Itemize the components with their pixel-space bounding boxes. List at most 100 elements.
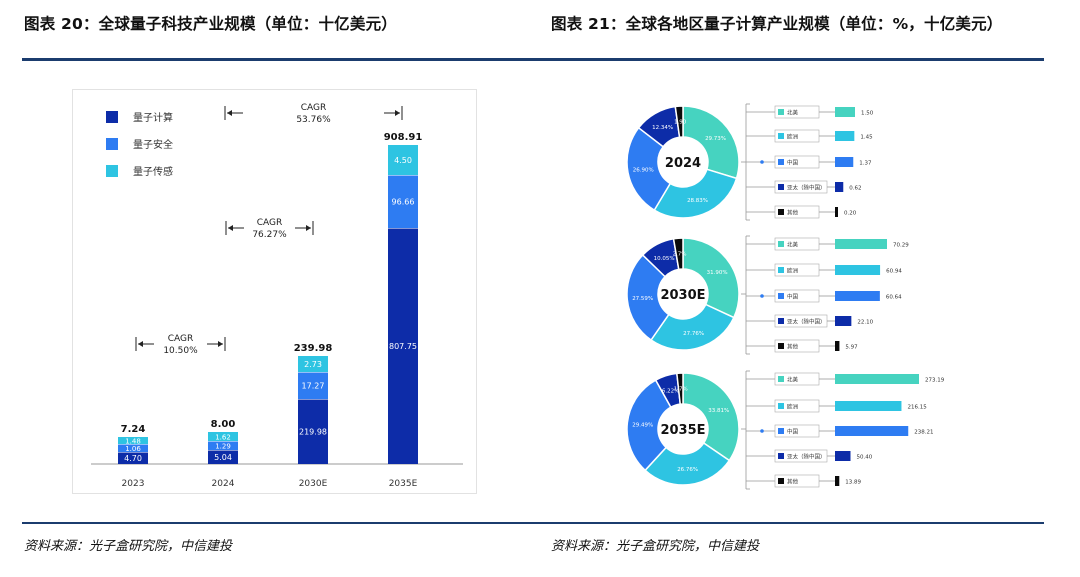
bar-segment-2023-0 bbox=[118, 452, 148, 464]
value-bar-2024-3 bbox=[835, 182, 844, 192]
cagr-arrowhead-right-2 bbox=[395, 110, 400, 116]
region-swatch-2035E-0 bbox=[778, 376, 784, 382]
cagr-value-1: 76.27% bbox=[252, 230, 287, 240]
value-label-2030E-0: 70.29 bbox=[893, 243, 909, 249]
donut-slice-label-2024-4: 1.90 bbox=[674, 120, 687, 126]
donut-slice-label-2035E-3: 6.22% bbox=[662, 388, 679, 394]
value-bar-2035E-4 bbox=[835, 476, 840, 486]
value-bar-2024-0 bbox=[835, 107, 855, 117]
bar-value-label-2024-0: 5.04 bbox=[214, 453, 232, 462]
legend-label-0: 量子计算 bbox=[133, 111, 173, 124]
value-bar-2030E-0 bbox=[835, 239, 887, 249]
cagr-label-2: CAGR bbox=[301, 103, 327, 113]
region-name-2024-3: 亚太（除中国） bbox=[787, 184, 826, 192]
bar-value-label-2023-1: 1.06 bbox=[125, 445, 141, 453]
cagr-label-1: CAGR bbox=[257, 218, 283, 228]
legend-swatch-0 bbox=[106, 111, 118, 123]
legend-label-2: 量子传感 bbox=[133, 165, 173, 178]
cagr-arrowhead-right-1 bbox=[306, 225, 311, 231]
x-tick-label-2030E: 2030E bbox=[299, 479, 328, 489]
donut-slice-2024-2 bbox=[626, 126, 672, 212]
region-name-2030E-1: 欧洲 bbox=[787, 267, 799, 275]
bar-value-label-2024-2: 1.62 bbox=[215, 434, 231, 442]
donut-slice-label-2030E-3: 10.05% bbox=[654, 256, 675, 262]
x-tick-label-2024: 2024 bbox=[212, 479, 235, 489]
value-bar-2024-1 bbox=[835, 131, 855, 141]
value-label-2035E-2: 238.21 bbox=[914, 430, 933, 436]
bar-total-2024: 8.00 bbox=[211, 419, 236, 430]
region-name-2024-1: 欧洲 bbox=[787, 133, 799, 141]
value-label-2024-1: 1.45 bbox=[860, 135, 873, 141]
donut-slice-2035E-4 bbox=[676, 372, 684, 405]
donut-slice-label-2030E-2: 27.59% bbox=[632, 296, 653, 302]
value-label-2035E-3: 50.40 bbox=[856, 455, 872, 461]
region-swatch-2024-3 bbox=[778, 184, 784, 190]
value-label-2030E-3: 22.10 bbox=[857, 320, 873, 326]
row-marker-2024-2 bbox=[760, 160, 764, 164]
region-name-2024-4: 其他 bbox=[787, 209, 799, 217]
x-tick-label-2035E: 2035E bbox=[389, 479, 418, 489]
figure-21-title: 图表 21：全球各地区量子计算产业规模（单位：%，十亿美元） bbox=[551, 15, 1003, 33]
region-swatch-2030E-2 bbox=[778, 293, 784, 299]
legend-swatch-2 bbox=[106, 165, 118, 177]
value-bar-2024-4 bbox=[835, 207, 838, 217]
bar-value-label-2023-2: 1.48 bbox=[125, 438, 141, 446]
donut-slice-label-2024-0: 29.73% bbox=[705, 136, 726, 142]
donut-slice-2035E-1 bbox=[644, 442, 731, 486]
region-swatch-2035E-3 bbox=[778, 453, 784, 459]
bar-chart-panel: 量子计算 量子安全 量子传感 4.70 1.06 1.48 7.24 2023 5.04 1.29… bbox=[72, 89, 477, 494]
bar-segment-2023-2 bbox=[118, 437, 148, 444]
value-label-2024-0: 1.50 bbox=[861, 111, 874, 117]
bar-segment-2023-1 bbox=[118, 444, 148, 452]
cagr-value-0: 10.50% bbox=[163, 346, 198, 356]
value-bar-2035E-3 bbox=[835, 451, 851, 461]
value-label-2024-4: 0.20 bbox=[844, 211, 857, 217]
value-label-2035E-1: 216.15 bbox=[907, 405, 927, 411]
region-swatch-2024-4 bbox=[778, 209, 784, 215]
bar-segment-2035E-1 bbox=[388, 175, 418, 228]
cagr-arrowhead-left-2 bbox=[227, 110, 232, 116]
value-bar-2030E-4 bbox=[835, 341, 840, 351]
value-bar-2030E-2 bbox=[835, 291, 880, 301]
donut-slice-label-2024-2: 26.90% bbox=[633, 168, 654, 174]
donut-slice-2030E-1 bbox=[650, 303, 735, 351]
region-swatch-2024-1 bbox=[778, 133, 784, 139]
region-name-2035E-0: 北美 bbox=[787, 376, 799, 384]
region-swatch-2030E-0 bbox=[778, 241, 784, 247]
source-left: 资料来源：光子盒研究院，中信建投 bbox=[24, 539, 233, 554]
bar-value-label-2030E-2: 2.73 bbox=[304, 360, 322, 369]
bar-segment-2030E-0 bbox=[298, 399, 328, 464]
bar-total-2030E: 239.98 bbox=[294, 343, 333, 354]
value-label-2030E-1: 60.94 bbox=[886, 269, 902, 275]
donut-slice-label-2030E-0: 31.90% bbox=[707, 270, 728, 276]
donut-slice-2030E-0 bbox=[682, 237, 740, 319]
donut-slice-2035E-2 bbox=[626, 379, 672, 472]
value-bar-2024-2 bbox=[835, 157, 854, 167]
value-label-2024-2: 1.37 bbox=[859, 161, 872, 167]
region-name-2030E-2: 中国 bbox=[787, 293, 799, 301]
value-bar-2035E-2 bbox=[835, 426, 909, 436]
region-name-2035E-2: 中国 bbox=[787, 428, 799, 436]
region-name-2030E-0: 北美 bbox=[787, 241, 799, 249]
bar-total-2023: 7.24 bbox=[121, 424, 146, 435]
row-marker-2035E-2 bbox=[760, 429, 764, 433]
bar-segment-2024-1 bbox=[208, 441, 238, 450]
region-swatch-2024-0 bbox=[778, 109, 784, 115]
cagr-label-0: CAGR bbox=[168, 334, 194, 344]
bar-value-label-2024-1: 1.29 bbox=[215, 443, 231, 451]
donut-center-year-2030E: 2030E bbox=[660, 288, 705, 303]
value-label-2030E-2: 60.64 bbox=[886, 295, 902, 301]
donut-slice-label-2035E-1: 26.76% bbox=[677, 467, 698, 473]
region-name-2035E-4: 其他 bbox=[787, 478, 799, 486]
bar-value-label-2030E-1: 17.27 bbox=[302, 382, 325, 391]
bar-value-label-2030E-0: 219.98 bbox=[299, 428, 327, 437]
bottom-rule bbox=[22, 522, 1044, 524]
donut-slice-label-2030E-4: 2.7% bbox=[673, 252, 687, 258]
region-swatch-2024-2 bbox=[778, 159, 784, 165]
region-swatch-2035E-1 bbox=[778, 403, 784, 409]
region-name-2035E-3: 亚太（除中国） bbox=[787, 453, 826, 461]
value-label-2035E-0: 273.19 bbox=[925, 378, 945, 384]
donut-slice-2024-1 bbox=[653, 168, 738, 219]
figure-20-title: 图表 20：全球量子科技产业规模（单位：十亿美元） bbox=[24, 15, 397, 33]
